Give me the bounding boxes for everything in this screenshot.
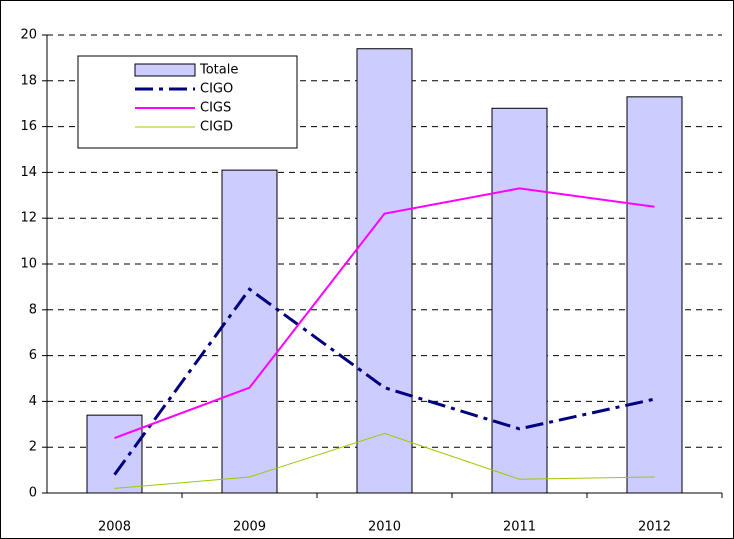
y-tick-label: 20 (20, 28, 37, 43)
legend-label: CIGD (200, 120, 233, 135)
y-tick-label: 0 (29, 486, 37, 501)
line (113, 287, 655, 476)
x-tick-label: 2009 (233, 520, 266, 535)
bar (221, 169, 278, 494)
legend-label: Totale (199, 63, 238, 78)
x-tick-label: 2010 (368, 520, 401, 535)
y-tick-label: 6 (29, 348, 37, 363)
bar (491, 107, 548, 494)
y-tick-label: 14 (20, 165, 37, 180)
y-tick-label: 10 (20, 257, 37, 272)
y-tick-label: 2 (29, 440, 37, 455)
bar (86, 414, 143, 494)
legend-label: CIGS (200, 101, 231, 116)
x-tick-label: 2008 (98, 520, 131, 535)
line (114, 187, 655, 439)
legend-label: CIGO (200, 82, 233, 97)
y-tick-label: 18 (20, 73, 37, 88)
y-tick-label: 16 (20, 119, 37, 134)
line (114, 432, 655, 489)
legend-swatch (134, 63, 196, 77)
x-tick-label: 2011 (503, 520, 536, 535)
y-tick-label: 8 (29, 302, 37, 317)
x-tick-label: 2012 (638, 520, 671, 535)
bar (356, 48, 413, 494)
y-tick-label: 4 (29, 394, 37, 409)
y-tick-label: 12 (20, 211, 37, 226)
bar (626, 96, 683, 494)
